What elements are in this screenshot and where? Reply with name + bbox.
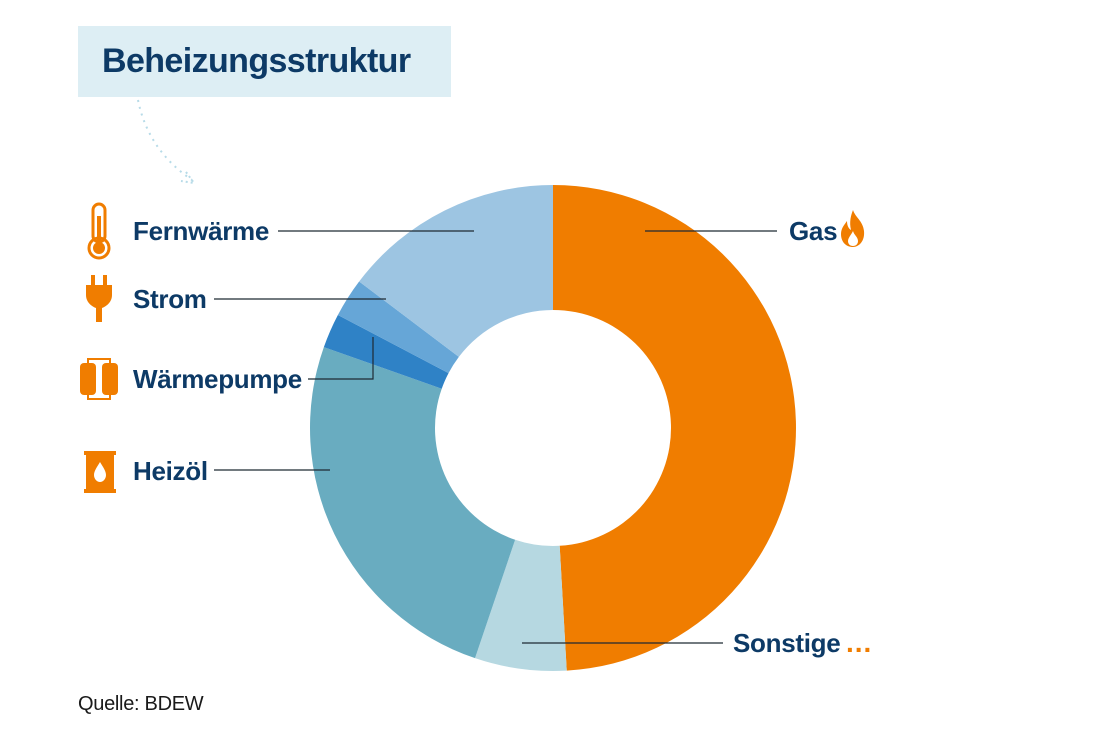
more-marker: ... xyxy=(846,627,873,658)
slice-sonstige xyxy=(475,539,567,671)
slice-label-gas: Gas xyxy=(789,216,838,246)
slice-fernwaerme xyxy=(359,185,553,357)
plug-icon xyxy=(86,275,112,322)
chart-title: Beheizungsstruktur xyxy=(102,42,411,80)
slice-label-fernwaerme: Fernwärme xyxy=(133,216,270,246)
slice-label-strom: Strom xyxy=(133,284,207,314)
title-arrow xyxy=(137,99,193,181)
title-box: Beheizungsstruktur xyxy=(78,26,451,97)
title-arrow-head xyxy=(180,171,197,185)
slice-label-sonstige: Sonstige xyxy=(733,628,841,658)
slice-heizoel xyxy=(309,347,516,659)
slice-label-heizoel: Heizöl xyxy=(133,456,208,486)
leader-lines xyxy=(214,230,777,644)
leader-line-waermepumpe xyxy=(308,337,374,380)
thermometer-icon xyxy=(87,202,111,260)
oil-barrel-icon xyxy=(84,451,116,493)
source-note: Quelle: BDEW xyxy=(78,693,204,715)
slice-label-waermepumpe: Wärmepumpe xyxy=(133,364,302,394)
slice-gas xyxy=(553,185,797,671)
slice-waermepumpe xyxy=(323,314,449,389)
flame-icon xyxy=(841,210,865,247)
heat-pump-icon xyxy=(80,358,118,400)
donut-slices xyxy=(309,185,797,671)
slice-strom xyxy=(337,281,459,374)
